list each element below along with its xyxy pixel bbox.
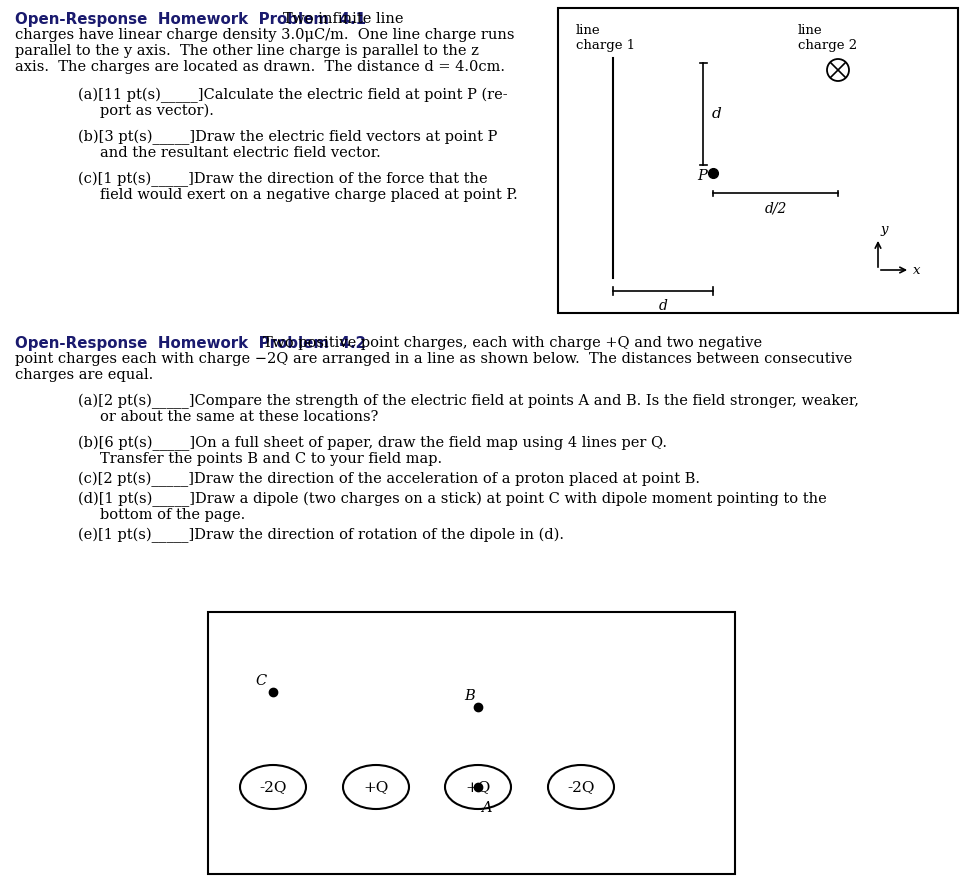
Text: (b)[3 pt(s)_____]Draw the electric field vectors at point P: (b)[3 pt(s)_____]Draw the electric field… [78, 130, 498, 146]
Text: (e)[1 pt(s)_____]Draw the direction of rotation of the dipole in (d).: (e)[1 pt(s)_____]Draw the direction of r… [78, 528, 564, 543]
Text: y: y [881, 223, 889, 236]
Text: C: C [256, 674, 267, 688]
Text: port as vector).: port as vector). [100, 104, 214, 118]
Text: Open-Response  Homework  Problem  4.2: Open-Response Homework Problem 4.2 [15, 336, 366, 351]
Text: (d)[1 pt(s)_____]Draw a dipole (two charges on a stick) at point C with dipole m: (d)[1 pt(s)_____]Draw a dipole (two char… [78, 492, 827, 507]
Text: field would exert on a negative charge placed at point P.: field would exert on a negative charge p… [100, 188, 518, 202]
Text: d: d [712, 107, 722, 121]
Text: line
charge 2: line charge 2 [798, 24, 857, 52]
Text: d/2: d/2 [765, 202, 787, 216]
Text: d: d [658, 299, 668, 313]
Text: B: B [465, 689, 475, 703]
Text: line
charge 1: line charge 1 [576, 24, 635, 52]
Text: x: x [913, 265, 921, 277]
Text: P: P [697, 169, 707, 183]
Text: Open-Response  Homework  Problem  4.1: Open-Response Homework Problem 4.1 [15, 12, 366, 27]
Text: or about the same at these locations?: or about the same at these locations? [100, 410, 378, 424]
Text: (c)[1 pt(s)_____]Draw the direction of the force that the: (c)[1 pt(s)_____]Draw the direction of t… [78, 172, 488, 187]
Text: +Q: +Q [466, 780, 491, 794]
Bar [558, 8, 958, 313]
Text: (a)[11 pt(s)_____]Calculate the electric field at point P (re-: (a)[11 pt(s)_____]Calculate the electric… [78, 88, 507, 103]
Text: (c)[2 pt(s)_____]Draw the direction of the acceleration of a proton placed at po: (c)[2 pt(s)_____]Draw the direction of t… [78, 472, 700, 487]
Text: parallel to the y axis.  The other line charge is parallel to the z: parallel to the y axis. The other line c… [15, 44, 479, 58]
Text: axis.  The charges are located as drawn.  The distance d = 4.0cm.: axis. The charges are located as drawn. … [15, 60, 505, 74]
Text: Two infinite line: Two infinite line [283, 12, 404, 26]
Text: bottom of the page.: bottom of the page. [100, 508, 245, 522]
Text: -2Q: -2Q [259, 780, 287, 794]
Text: -2Q: -2Q [567, 780, 594, 794]
Text: +Q: +Q [363, 780, 389, 794]
Text: charges are equal.: charges are equal. [15, 368, 153, 382]
Text: and the resultant electric field vector.: and the resultant electric field vector. [100, 146, 380, 160]
Text: charges have linear charge density 3.0μC/m.  One line charge runs: charges have linear charge density 3.0μC… [15, 28, 515, 42]
Text: Two positive point charges, each with charge +Q and two negative: Two positive point charges, each with ch… [263, 336, 762, 350]
Text: (a)[2 pt(s)_____]Compare the strength of the electric field at points A and B. I: (a)[2 pt(s)_____]Compare the strength of… [78, 394, 859, 409]
Text: point charges each with charge −2Q are arranged in a line as shown below.  The d: point charges each with charge −2Q are a… [15, 352, 852, 366]
Bar [208, 612, 735, 874]
Text: (b)[6 pt(s)_____]On a full sheet of paper, draw the field map using 4 lines per : (b)[6 pt(s)_____]On a full sheet of pape… [78, 436, 667, 451]
Text: Transfer the points B and C to your field map.: Transfer the points B and C to your fiel… [100, 452, 442, 466]
Text: A: A [481, 801, 492, 815]
